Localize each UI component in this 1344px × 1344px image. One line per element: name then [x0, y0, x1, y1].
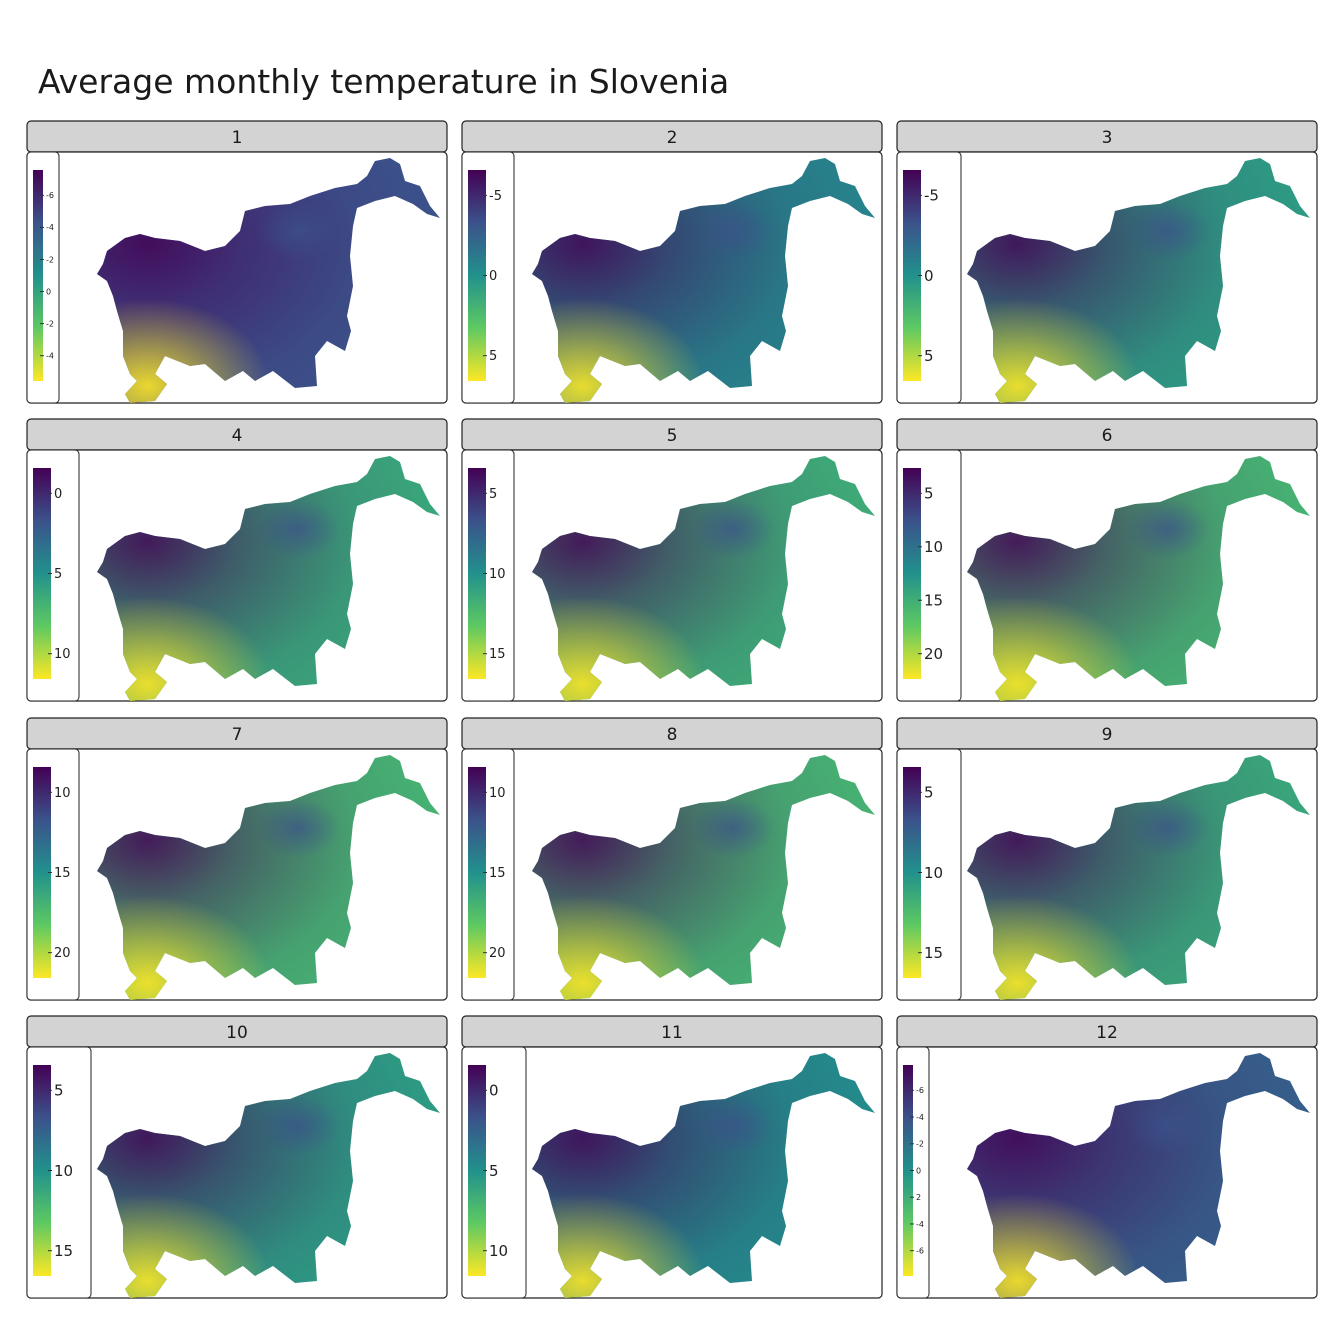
legend-colorbar: [903, 170, 921, 381]
legend-colorbar: [33, 170, 43, 381]
legend-tick-label: 15: [924, 591, 943, 609]
legend-tick-label: -2: [46, 319, 54, 328]
legend-tick-label: 15: [489, 647, 506, 662]
legend-tick-label: -5: [924, 187, 939, 205]
facet-panel-2: 2 -5 0 5: [461, 120, 883, 404]
legend-tick-label: 10: [924, 538, 943, 556]
facet-strip-label: 4: [232, 426, 243, 446]
facet-panel-4: 4 0 5 10: [26, 418, 448, 702]
legend-tick-label: -4: [916, 1220, 924, 1229]
legend-colorbar: [903, 468, 921, 679]
legend-tick-label: 15: [54, 1242, 73, 1260]
legend-tick-label: 5: [924, 485, 934, 503]
legend-tick-label: -4: [916, 1113, 924, 1122]
legend-colorbar: [33, 767, 51, 978]
legend-tick-label: -4: [46, 223, 54, 232]
legend-tick-label: 0: [489, 1082, 499, 1100]
legend-tick-label: 10: [489, 786, 506, 801]
legend-tick-label: 0: [924, 267, 934, 285]
legend-tick-label: 5: [54, 1082, 64, 1100]
facet-strip-label: 12: [1096, 1023, 1118, 1043]
legend-colorbar: [468, 767, 486, 978]
facet-strip-label: 2: [667, 128, 678, 148]
facet-strip-label: 3: [1102, 128, 1113, 148]
legend-tick-label: 0: [54, 487, 62, 502]
legend-tick-label: 15: [924, 944, 943, 962]
legend-tick-label: 0: [46, 287, 51, 296]
legend-tick-label: -6: [916, 1246, 924, 1255]
facet-panel-10: 10 5 10 15: [26, 1015, 448, 1299]
legend-tick-label: 10: [54, 1162, 73, 1180]
legend-tick-label: 15: [489, 866, 506, 881]
facet-panel-6: 6 5 10 15 20: [896, 418, 1318, 702]
legend-tick-label: 5: [489, 1162, 499, 1180]
facet-panel-8: 8 10 15 20: [461, 717, 883, 1001]
legend-colorbar: [33, 1065, 51, 1276]
legend-tick-label: 5: [489, 349, 497, 364]
legend-colorbar: [903, 767, 921, 978]
legend-tick-label: 10: [924, 864, 943, 882]
facet-panel-5: 5 5 10 15: [461, 418, 883, 702]
legend-tick-label: 10: [489, 567, 506, 582]
legend-colorbar: [33, 468, 51, 679]
legend-colorbar: [468, 1065, 486, 1276]
legend-tick-label: 5: [489, 487, 497, 502]
facet-panel-12: 12 -6 -4 -2 0 2 -4 -6: [896, 1015, 1318, 1299]
legend-tick-label: 20: [489, 946, 506, 961]
legend-tick-label: 5: [54, 567, 62, 582]
legend-tick-label: 5: [924, 347, 934, 365]
facet-strip-label: 10: [226, 1023, 248, 1043]
legend-tick-label: 20: [54, 946, 71, 961]
legend-tick-label: 10: [54, 786, 71, 801]
legend-tick-label: -6: [916, 1086, 924, 1095]
legend-tick-label: 0: [489, 269, 497, 284]
facet-strip-label: 8: [667, 725, 678, 745]
legend-tick-label: 15: [54, 866, 71, 881]
facet-panel-9: 9 5 10 15: [896, 717, 1318, 1001]
facet-strip-label: 11: [661, 1023, 683, 1043]
facet-strip-label: 9: [1102, 725, 1113, 745]
facet-strip-label: 6: [1102, 426, 1113, 446]
legend-colorbar: [903, 1065, 913, 1276]
facet-panel-3: 3 -5 0 5: [896, 120, 1318, 404]
facet-strip-label: 1: [232, 128, 243, 148]
legend-tick-label: 5: [924, 784, 934, 802]
legend-tick-label: 10: [489, 1242, 508, 1260]
facet-panel-1: 1 -6 -4 -2 0 -2 -4: [26, 120, 448, 404]
chart-title: Average monthly temperature in Slovenia: [38, 62, 730, 101]
facet-panel-7: 7 10 15 20: [26, 717, 448, 1001]
facet-strip-label: 7: [232, 725, 243, 745]
legend-tick-label: -5: [489, 189, 502, 204]
legend-tick-label: -2: [916, 1140, 924, 1149]
facet-panel-11: 11 0 5 10: [461, 1015, 883, 1299]
legend-colorbar: [468, 468, 486, 679]
legend-tick-label: 0: [916, 1166, 921, 1175]
legend-tick-label: 20: [924, 645, 943, 663]
legend-colorbar: [468, 170, 486, 381]
legend-tick-label: -2: [46, 255, 54, 264]
legend-tick-label: -6: [46, 191, 54, 200]
legend-tick-label: 10: [54, 647, 71, 662]
legend-tick-label: -4: [46, 351, 54, 360]
legend-tick-label: 2: [916, 1193, 921, 1202]
facet-strip-label: 5: [667, 426, 678, 446]
